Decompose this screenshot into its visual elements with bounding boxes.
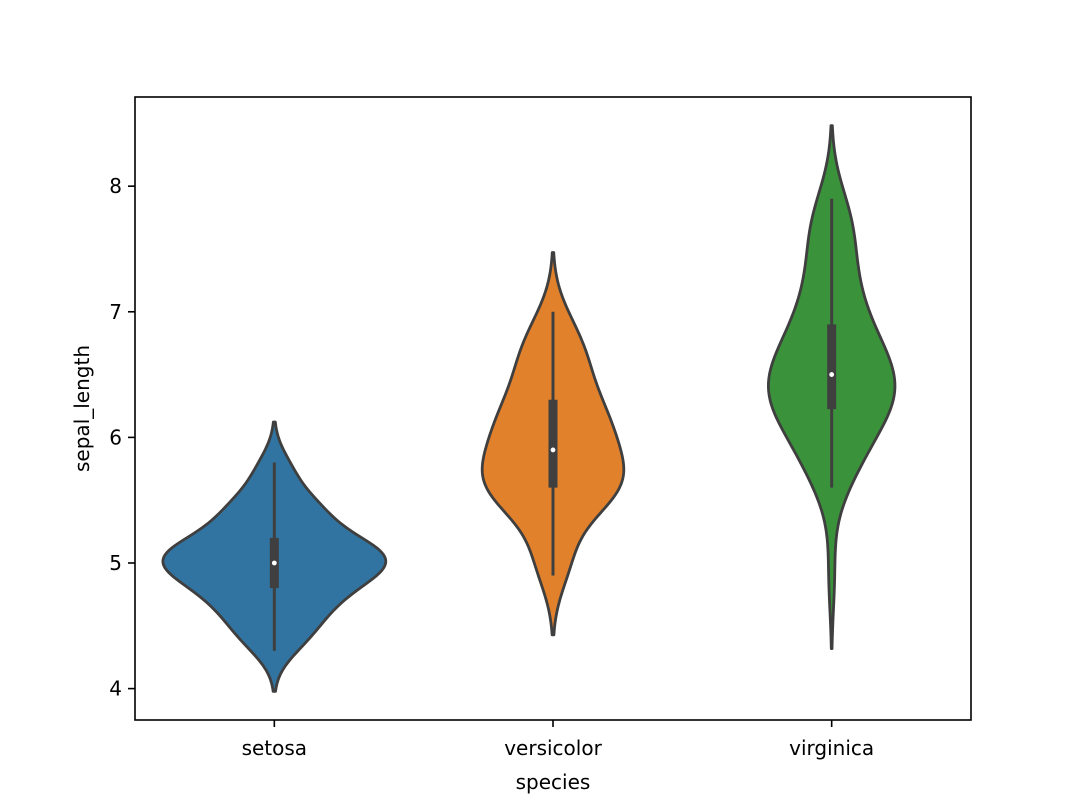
y-axis-label: sepal_length [70, 345, 94, 472]
violin-virginica [766, 124, 897, 650]
y-tick-label: 6 [109, 425, 122, 449]
violins [161, 124, 897, 693]
violin-versicolor [480, 251, 626, 637]
y-tick-label: 8 [109, 174, 122, 198]
x-axis: setosa versicolor virginica [242, 720, 874, 760]
violin-setosa [161, 420, 388, 693]
y-axis: 4 5 6 7 8 [109, 174, 135, 701]
x-axis-label: species [516, 770, 591, 794]
x-tick-label: virginica [789, 736, 874, 760]
x-tick-label: versicolor [504, 736, 602, 760]
y-tick-label: 5 [109, 551, 122, 575]
median-point [271, 560, 277, 566]
y-tick-label: 4 [109, 677, 122, 701]
y-tick-label: 7 [109, 300, 122, 324]
median-point [550, 447, 556, 453]
x-tick-label: setosa [242, 736, 307, 760]
median-point [829, 372, 835, 377]
